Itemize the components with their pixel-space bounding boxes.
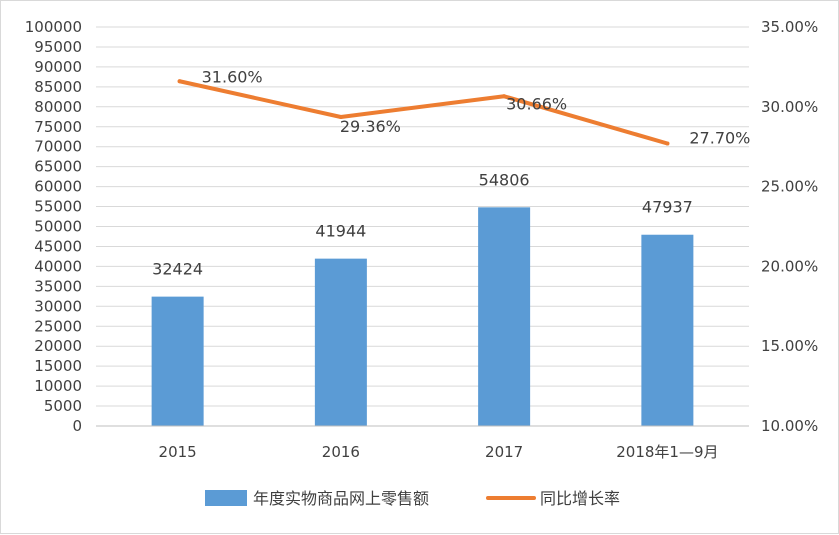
right-axis-tick-label: 10.00%: [761, 417, 818, 435]
right-axis-tick-label: 25.00%: [761, 178, 818, 196]
bar-value-label: 47937: [642, 198, 693, 217]
right-axis-tick-label: 15.00%: [761, 337, 818, 355]
right-axis-tick-label: 30.00%: [761, 98, 818, 116]
bar: [478, 207, 531, 426]
left-axis-tick-label: 0: [72, 417, 82, 435]
left-axis-tick-label: 50000: [34, 218, 82, 236]
left-axis-tick-label: 45000: [34, 237, 82, 255]
line-value-label: 30.66%: [506, 94, 567, 113]
line-value-label: 29.36%: [340, 117, 401, 136]
right-axis-tick-label: 35.00%: [761, 18, 818, 36]
left-axis-tick-label: 60000: [34, 178, 82, 196]
left-axis-tick-label: 90000: [34, 58, 82, 76]
x-axis: 2015 2016 2017 2018年1—9月: [96, 425, 749, 461]
left-axis-tick-label: 55000: [34, 198, 82, 216]
left-axis-tick-label: 30000: [34, 297, 82, 315]
legend: 年度实物商品网上零售额 同比增长率: [205, 489, 620, 508]
left-axis-tick-label: 80000: [34, 98, 82, 116]
bar: [151, 296, 204, 426]
left-axis-ticks: 0 5000 10000 15000 20000 25000 30000 35000 40000…: [25, 18, 82, 435]
x-axis-tick-label: 2015: [159, 443, 197, 461]
x-axis-tick-label: 2018年1—9月: [616, 443, 718, 461]
bar: [641, 234, 694, 426]
legend-label-bar: 年度实物商品网上零售额: [253, 489, 429, 508]
left-axis-tick-label: 10000: [34, 377, 82, 395]
x-axis-tick-label: 2016: [322, 443, 360, 461]
bar-series: [151, 207, 694, 426]
left-axis-tick-label: 95000: [34, 38, 82, 56]
left-axis-tick-label: 40000: [34, 257, 82, 275]
line-point: [665, 141, 670, 146]
bar-value-label: 54806: [479, 170, 530, 189]
bar: [314, 258, 367, 426]
left-axis-tick-label: 85000: [34, 78, 82, 96]
left-axis-tick-label: 25000: [34, 317, 82, 335]
line-value-label: 31.60%: [202, 67, 263, 86]
line-value-labels: 31.60% 29.36% 30.66% 27.70%: [202, 67, 751, 147]
right-axis-ticks: 10.00% 15.00% 20.00% 25.00% 30.00% 35.00%: [761, 18, 818, 435]
bar-value-labels: 32424 41944 54806 47937: [152, 170, 693, 278]
left-axis-tick-label: 15000: [34, 357, 82, 375]
line-series: [177, 79, 670, 146]
x-axis-tick-label: 2017: [485, 443, 523, 461]
line-point: [502, 94, 507, 99]
left-axis-tick-label: 70000: [34, 138, 82, 156]
left-axis-tick-label: 35000: [34, 277, 82, 295]
gridlines: [96, 26, 749, 407]
right-axis-tick-label: 20.00%: [761, 257, 818, 275]
left-axis-tick-label: 100000: [25, 18, 82, 36]
legend-swatch-bar: [205, 490, 247, 506]
legend-label-line: 同比增长率: [540, 489, 620, 508]
left-axis-tick-label: 65000: [34, 158, 82, 176]
line-point: [177, 79, 182, 84]
line-value-label: 27.70%: [689, 129, 750, 148]
left-axis-tick-label: 20000: [34, 337, 82, 355]
growth-rate-line: [177, 79, 670, 146]
left-axis-tick-label: 75000: [34, 118, 82, 136]
left-axis-tick-label: 5000: [44, 397, 82, 415]
bar-value-label: 32424: [152, 260, 203, 279]
bar-value-label: 41944: [315, 222, 366, 241]
line-point: [338, 115, 343, 120]
